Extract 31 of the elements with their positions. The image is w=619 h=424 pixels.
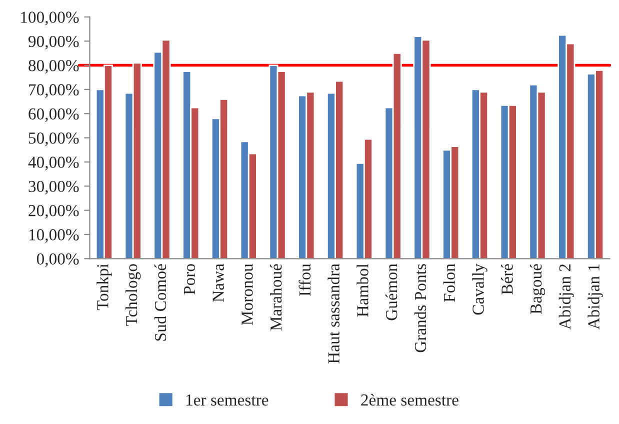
x-tick-label: Béré — [501, 264, 513, 294]
y-tick-label: 80,00% — [28, 60, 79, 74]
x-tick-label: Poro — [184, 264, 196, 295]
x-tick-label: Iffou — [298, 264, 311, 296]
x-tick-label: Nawa — [212, 264, 224, 302]
x-tick-label: Abidjan 2 — [558, 264, 574, 330]
legend-label: 2ème semestre — [361, 394, 458, 406]
x-tick-label: Haut sassandra — [328, 264, 340, 364]
y-tick-label: 0,00% — [36, 253, 79, 267]
y-tick-label: 30,00% — [28, 180, 79, 194]
y-tick-label: 50,00% — [28, 132, 79, 146]
y-tick-label: 40,00% — [28, 156, 79, 170]
x-tick-label: Tonkpi — [96, 264, 112, 310]
x-tick-label: Bagoué — [530, 264, 546, 314]
x-tick-label: Grands Ponts — [414, 264, 426, 352]
x-tick-label: Guémon — [385, 264, 398, 320]
x-tick-label: Sud Comoé — [154, 264, 166, 341]
y-tick-label: 20,00% — [28, 205, 79, 219]
x-tick-label: Moronou — [242, 264, 253, 326]
y-tick-label: 70,00% — [29, 84, 79, 98]
x-tick-label: Hambol — [356, 264, 368, 317]
x-tick-label: Tchologo — [126, 264, 141, 326]
x-tick-label: Cavally — [472, 264, 488, 315]
x-tick-label: Marahoué — [270, 264, 282, 331]
y-tick-label: 10,00% — [29, 229, 79, 243]
x-tick-label: Abidjan 1 — [588, 264, 603, 330]
legend-label: 1er semestre — [186, 394, 268, 406]
y-tick-label: 60,00% — [28, 108, 79, 122]
y-tick-label: 90,00% — [28, 36, 79, 50]
y-tick-label: 100,00% — [21, 12, 79, 26]
x-tick-label: Folon — [443, 264, 456, 302]
